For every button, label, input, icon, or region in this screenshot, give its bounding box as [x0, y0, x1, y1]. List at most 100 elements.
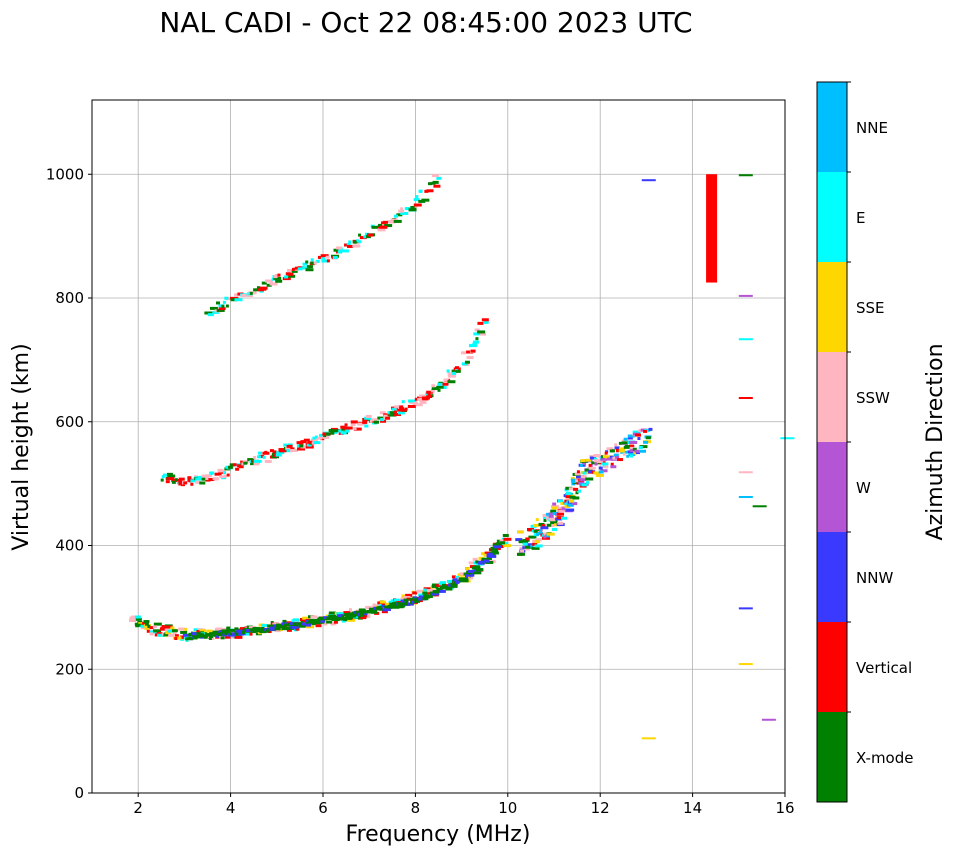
echo-point	[556, 506, 562, 510]
echo-point	[243, 632, 252, 636]
echo-point	[287, 268, 293, 272]
echo-point	[472, 557, 478, 561]
colorbar-segment	[817, 712, 847, 802]
echo-point	[380, 418, 385, 422]
echo-point	[629, 444, 635, 448]
echo-point	[283, 443, 288, 447]
echo-point	[236, 629, 245, 633]
echo-point	[295, 627, 300, 631]
echo-point	[178, 479, 183, 483]
echo-point	[585, 458, 592, 462]
echo-point	[381, 604, 386, 608]
echo-point	[247, 458, 255, 462]
echo-point	[364, 610, 368, 614]
echo-point	[414, 397, 418, 401]
echo-point	[423, 588, 427, 592]
echo-point	[348, 240, 352, 244]
echo-point	[418, 394, 427, 398]
echo-point	[162, 473, 167, 477]
echo-point	[357, 613, 362, 617]
echo-point	[371, 418, 378, 422]
echo-point	[621, 439, 627, 443]
echo-point	[403, 602, 408, 606]
colorbar-segment	[817, 262, 847, 352]
echo-point	[299, 441, 304, 445]
echo-point	[287, 272, 294, 276]
echo-point	[379, 600, 386, 604]
echo-point	[291, 267, 295, 271]
echo-point	[421, 198, 430, 202]
echo-point	[588, 463, 592, 467]
echo-point	[174, 478, 178, 482]
echo-point	[232, 463, 237, 467]
echo-point	[473, 340, 480, 344]
echo-point	[152, 629, 161, 633]
x-tick-label: 12	[591, 799, 610, 817]
echo-point	[410, 205, 417, 209]
echo-point	[446, 369, 450, 373]
echo-point	[261, 623, 268, 627]
echo-point	[580, 475, 585, 479]
echo-point	[565, 486, 573, 490]
echo-point	[323, 622, 328, 626]
echo-point	[264, 450, 268, 454]
echo-point	[275, 623, 279, 627]
echo-point	[238, 465, 244, 469]
echo-point	[465, 573, 474, 577]
echo-point	[297, 447, 306, 451]
echo-point	[551, 524, 555, 528]
echo-point	[436, 583, 445, 587]
echo-point	[561, 507, 566, 511]
echo-point	[401, 594, 409, 598]
colorbar-segment	[817, 622, 847, 712]
echo-point	[619, 447, 626, 451]
echo-point	[440, 581, 447, 585]
colorbar-segment	[817, 442, 847, 532]
echo-point	[205, 633, 210, 637]
echo-point	[253, 288, 261, 292]
echo-point	[149, 626, 154, 630]
echo-point	[305, 619, 309, 623]
echo-point	[738, 397, 753, 399]
echo-point	[539, 528, 543, 532]
echo-point	[296, 441, 301, 445]
echo-point	[443, 386, 447, 390]
echo-point	[353, 427, 362, 431]
x-axis-ticks: 2 4 6 8 10 12 14 16	[133, 793, 795, 817]
echo-point	[317, 255, 321, 259]
echo-point	[160, 478, 164, 482]
echo-point	[303, 438, 310, 442]
echo-point	[378, 603, 382, 607]
echo-point	[305, 268, 314, 272]
echo-point	[627, 434, 635, 438]
echo-point	[134, 615, 141, 619]
plot-frame	[91, 99, 786, 794]
echo-points	[129, 174, 795, 740]
echo-point	[443, 378, 449, 382]
echo-point	[200, 629, 207, 633]
echo-point	[477, 321, 484, 325]
echo-point	[437, 382, 445, 386]
y-tick-label: 200	[55, 660, 84, 678]
echo-point	[359, 236, 367, 240]
echo-point	[481, 557, 490, 561]
echo-point	[371, 225, 379, 229]
echo-point	[165, 480, 170, 484]
echo-point	[170, 626, 175, 630]
echo-point	[338, 429, 344, 433]
echo-point	[274, 629, 281, 633]
echo-point	[352, 240, 357, 244]
echo-point	[641, 179, 656, 182]
echo-point	[738, 294, 753, 297]
echo-point	[306, 265, 313, 269]
echo-point	[738, 338, 753, 341]
echo-point	[588, 466, 596, 470]
echo-point	[391, 407, 397, 411]
echo-point	[366, 605, 372, 609]
echo-point	[138, 622, 143, 626]
echo-point	[427, 393, 431, 397]
echo-point	[738, 663, 753, 666]
echo-point	[191, 632, 197, 636]
echo-point	[629, 454, 633, 458]
echo-point	[367, 614, 371, 618]
